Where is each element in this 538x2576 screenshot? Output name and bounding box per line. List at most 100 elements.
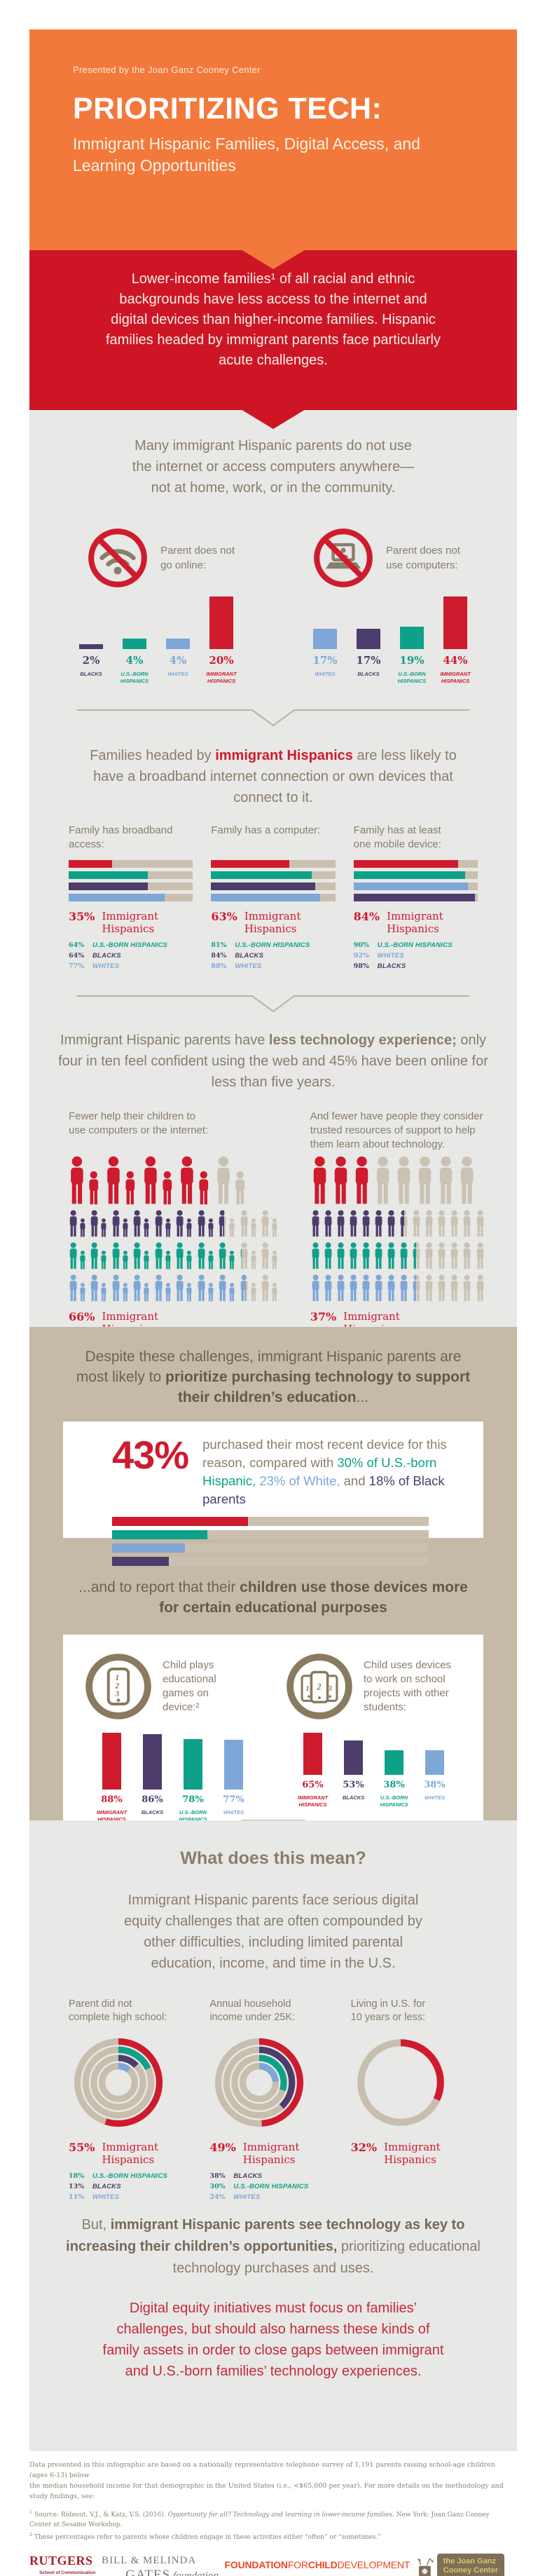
purchase-text-teal: 30% of U.S.-born Hispanic, <box>202 1455 437 1488</box>
bar-column: 17% WHITES <box>305 629 345 685</box>
legend-value: 49% <box>209 2141 236 2154</box>
bar <box>313 629 337 649</box>
purchase-text: purchased their most recent device for t… <box>202 1436 455 1508</box>
bar-fill <box>353 860 458 868</box>
purchase-text-blue: 23% of White, <box>259 1473 340 1488</box>
legend-label: Immigrant Hispanics <box>102 2141 159 2166</box>
legend-label: BLACKS <box>233 2172 263 2180</box>
robot-icon <box>416 2558 434 2576</box>
edu-use-heading-bold: children use those devices more for cert… <box>159 1579 468 1616</box>
bar-label: BLACKS <box>80 671 102 677</box>
pictograph-fill <box>69 1242 242 1269</box>
legend-value: 88% <box>211 962 227 970</box>
cooney-wordmark: the Joan Ganz Cooney Center at Sesame Wo… <box>436 2554 504 2576</box>
bar-column: 65% IMMIGRANT HISPANICS <box>294 1733 332 1808</box>
bar-value: 4% <box>169 654 187 667</box>
legend-label: U.S.-BORN HISPANICS <box>233 2183 309 2190</box>
devices-heading-a: Families headed by <box>90 748 216 763</box>
edu-games-half: 1 2 3 Child plays educational games on d… <box>84 1650 261 1820</box>
bar-row <box>353 882 478 890</box>
legend-value: 77% <box>69 962 85 970</box>
presented-by: Presented by the Joan Ganz Cooney Center <box>73 64 261 75</box>
purchase-text-purple: 18% of Black parents <box>202 1473 445 1506</box>
help-children-chart: Fewer help their children to use compute… <box>69 1110 282 1327</box>
bar-label: WHITES <box>424 1794 446 1801</box>
bar-value: 78% <box>182 1794 204 1805</box>
bar <box>184 1739 202 1790</box>
experience-heading-bold: less technology experience; <box>268 1033 457 1048</box>
pictograph-row <box>69 1210 282 1237</box>
legend-label: Immigrant Hispanics <box>343 1310 400 1327</box>
pictograph-fill <box>310 1274 417 1302</box>
no-high-school-donut <box>69 2033 195 2132</box>
ffcd-development: DEVELOPMENT <box>337 2559 411 2570</box>
legend-value: 84% <box>211 952 227 960</box>
svg-text:2: 2 <box>115 1682 120 1691</box>
donut-chart <box>74 2038 163 2127</box>
legend-label: Immigrant Hispanics <box>102 910 159 935</box>
chart-title: Family has a computer: <box>211 824 321 836</box>
bar-fill <box>353 871 466 879</box>
bar-row <box>353 894 478 901</box>
school-projects-half: 1 2 3 Child uses devices to work on scho… <box>285 1650 462 1820</box>
pictograph-row <box>69 1274 282 1302</box>
svg-text:3: 3 <box>115 1689 120 1698</box>
page-title: PRIORITIZING TECH: <box>73 92 382 125</box>
bar-value: 38% <box>424 1780 446 1790</box>
bar-label: IMMIGRANT HISPANICS <box>206 671 237 684</box>
no-online-label: Parent does not go online: <box>160 545 235 571</box>
page-subtitle: Immigrant Hispanic Families, Digital Acc… <box>73 135 420 175</box>
legend-label: WHITES <box>92 2193 120 2201</box>
but-bold: immigrant Hispanic parents see technolog… <box>66 2217 465 2254</box>
bar-fill <box>211 894 321 901</box>
experience-heading: Immigrant Hispanic parents have less tec… <box>56 1030 490 1093</box>
phone-123-icon: 1 2 3 <box>84 1650 153 1723</box>
chart-title: Annual household income under 25K: <box>209 1998 296 2023</box>
svg-text:2: 2 <box>316 1682 321 1691</box>
legend-label: Immigrant Hispanics <box>242 2141 300 2166</box>
svg-text:1: 1 <box>305 1684 309 1693</box>
chart-legend: 63% Immigrant Hispanics 81% U.S.-BORN HIS… <box>211 910 335 971</box>
legend-value: 13% <box>69 2183 85 2190</box>
svg-text:3: 3 <box>327 1684 332 1693</box>
purchase-text-and: and <box>340 1473 369 1488</box>
bar <box>344 1740 363 1775</box>
bar <box>123 639 146 649</box>
but-a: But, <box>81 2217 111 2233</box>
legend-label: U.S.-BORN HISPANICS <box>377 941 453 949</box>
bar-value: 2% <box>82 654 100 667</box>
but-paragraph: But, immigrant Hispanic parents see tech… <box>60 2214 487 2279</box>
pictograph-row <box>69 1156 282 1205</box>
bar-column: 86% BLACKS <box>134 1733 172 1820</box>
legend-label: U.S.-BORN HISPANICS <box>235 941 310 949</box>
legend-label: BLACKS <box>92 952 121 960</box>
access-section: Many immigrant Hispanic parents do not u… <box>29 410 517 1327</box>
rutgers-logo: RUTGERS School of Communication and Info… <box>29 2554 96 2576</box>
edu-games-label: Child plays educational games on device:… <box>163 1659 216 1713</box>
prioritize-heading-c: ... <box>356 1389 369 1405</box>
bar-label: WHITES <box>315 671 336 677</box>
legend-label: WHITES <box>233 2193 261 2201</box>
bar-row <box>112 1543 429 1553</box>
income-donut <box>209 2033 336 2132</box>
bar-label: BLACKS <box>357 671 380 677</box>
bar-fill <box>353 882 468 890</box>
pictograph-fill <box>69 1210 225 1237</box>
legend-value: 64% <box>69 952 85 960</box>
bar-value: 86% <box>142 1794 163 1805</box>
conclusion-paragraph: Digital equity initiatives must focus on… <box>102 2301 444 2379</box>
bar-column: 4% WHITES <box>158 639 198 685</box>
access-intro: Many immigrant Hispanic parents do not u… <box>132 438 415 496</box>
bar <box>79 643 103 649</box>
edu-use-card: 1 2 3 Child plays educational games on d… <box>63 1635 483 1820</box>
footnote-marker: 2 <box>29 2532 33 2537</box>
statement-text: Lower-income families¹ of all racial and… <box>106 271 441 368</box>
bar-row <box>69 882 193 890</box>
no-online-group: Parent does not go online: <box>86 526 235 590</box>
legend-value: 18% <box>69 2172 85 2180</box>
bar-column: 44% IMMIGRANT HISPANICS <box>435 597 476 685</box>
divider <box>29 995 517 1013</box>
income-chart: Annual household income under 25K: 49% I… <box>209 1998 336 2202</box>
bar-column: 2% BLACKS <box>71 643 111 686</box>
legend-label: BLACKS <box>235 952 264 960</box>
